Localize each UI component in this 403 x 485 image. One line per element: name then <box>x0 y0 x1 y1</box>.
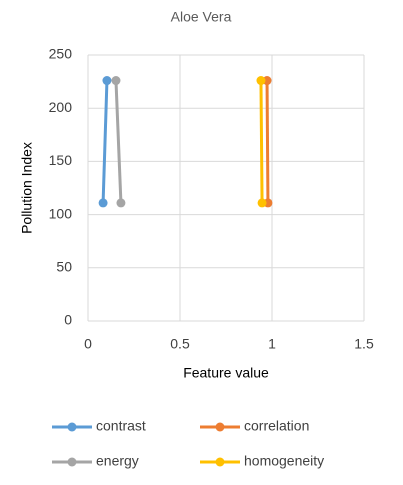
y-tick-label: 200 <box>49 99 73 115</box>
series-line <box>265 80 270 203</box>
data-point <box>98 198 108 208</box>
series-line <box>114 80 123 203</box>
y-tick-label: 100 <box>49 205 73 221</box>
y-tick-label: 250 <box>49 46 73 62</box>
legend-marker <box>67 422 77 432</box>
x-axis-label: Feature value <box>183 365 269 381</box>
legend-label: contrast <box>96 418 146 434</box>
x-tick-label: 1.5 <box>354 336 374 352</box>
y-axis-label: Pollution Index <box>19 142 35 234</box>
data-point <box>102 76 112 86</box>
series-line <box>101 80 109 203</box>
y-tick-label: 50 <box>56 259 72 275</box>
x-tick-label: 0 <box>84 336 92 352</box>
x-tick-label: 0.5 <box>170 336 190 352</box>
y-tick-label: 150 <box>49 152 73 168</box>
legend-label: correlation <box>244 418 309 434</box>
y-tick-label: 0 <box>64 312 72 328</box>
legend-marker <box>215 457 225 467</box>
series-line <box>259 80 264 203</box>
legend-label: homogeneity <box>244 453 324 469</box>
legend-label: energy <box>96 453 139 469</box>
data-point <box>111 76 121 86</box>
x-tick-label: 1 <box>268 336 276 352</box>
legend-marker <box>67 457 77 467</box>
chart-title: Aloe Vera <box>171 9 232 25</box>
legend-marker <box>215 422 225 432</box>
data-point <box>256 76 266 86</box>
data-point <box>257 198 267 208</box>
data-point <box>116 198 126 208</box>
